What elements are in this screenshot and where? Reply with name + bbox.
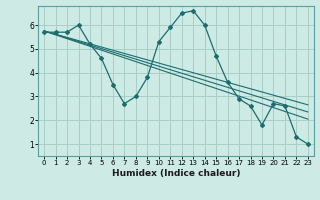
X-axis label: Humidex (Indice chaleur): Humidex (Indice chaleur) <box>112 169 240 178</box>
